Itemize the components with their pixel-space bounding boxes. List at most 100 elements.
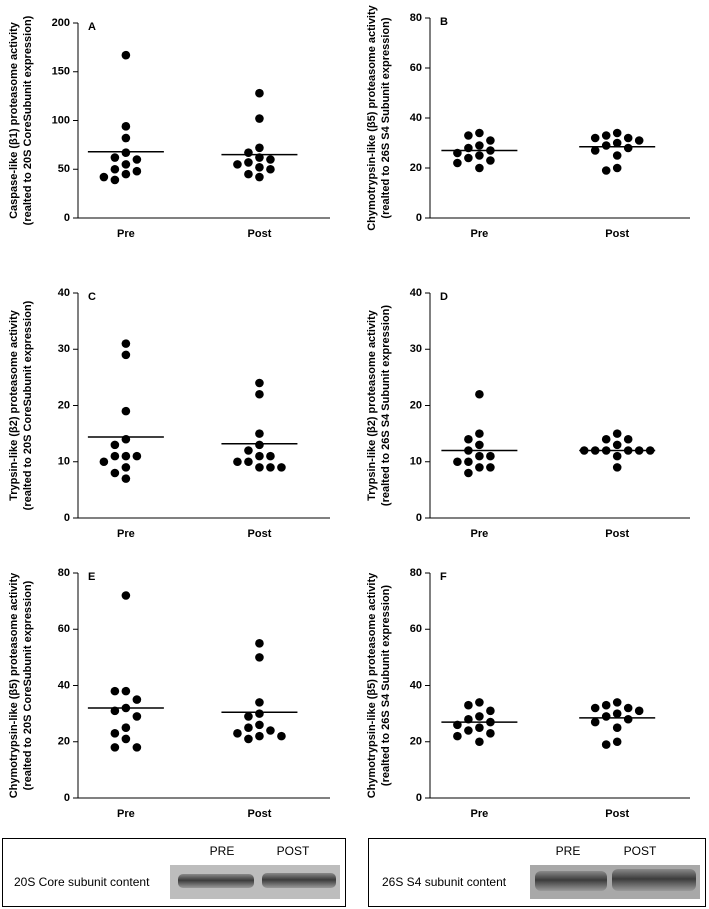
- y-axis-label: Trypsin-like (β2) proteasome activity: [366, 309, 378, 501]
- data-point: [475, 151, 484, 160]
- chart-panel: 0 50 100 150 200 A Caspase-like (β1) proteasom…: [8, 15, 330, 240]
- data-point: [453, 731, 462, 741]
- data-point: [601, 131, 611, 140]
- data-point: [99, 172, 109, 182]
- y-axis-label: Trypsin-like (β2) proteasome activity: [8, 309, 20, 501]
- data-point: [590, 703, 600, 713]
- data-point: [475, 128, 484, 138]
- data-point: [244, 712, 253, 721]
- data-point: [244, 446, 253, 455]
- y-tick-label: 150: [52, 66, 70, 78]
- data-point: [121, 50, 131, 60]
- data-point: [634, 706, 644, 716]
- data-point: [486, 156, 495, 165]
- data-point: [464, 714, 473, 724]
- chart-panel: 0 20 40 60 80 E Chymotrypsin-like (β5) proteas…: [8, 567, 330, 820]
- data-point: [612, 151, 622, 160]
- x-tick-label: Pre: [471, 228, 489, 240]
- data-point: [612, 723, 622, 732]
- data-point: [475, 429, 484, 438]
- data-point: [266, 463, 275, 472]
- data-point: [121, 463, 131, 472]
- x-tick-label: Pre: [117, 528, 135, 540]
- data-point: [590, 133, 600, 143]
- data-point: [255, 451, 264, 461]
- data-point: [132, 155, 142, 164]
- data-point: [121, 734, 131, 744]
- data-point: [244, 148, 253, 157]
- data-point: [277, 731, 286, 741]
- data-point: [255, 639, 264, 648]
- y-tick-label: 50: [58, 163, 70, 175]
- data-point: [132, 712, 142, 721]
- y-tick-label: 20: [410, 162, 422, 174]
- data-point: [110, 706, 120, 716]
- chart-panel: 0 20 40 60 80 F Chymotrypsin-like (β5) proteas…: [366, 567, 690, 820]
- data-point: [612, 737, 622, 747]
- data-point: [601, 740, 611, 749]
- data-point: [475, 698, 484, 707]
- data-point: [486, 451, 495, 461]
- data-point: [266, 164, 275, 174]
- y-tick-label: 30: [410, 343, 422, 355]
- panel-label: F: [440, 571, 447, 583]
- data-point: [601, 166, 611, 175]
- y-tick-label: 40: [58, 287, 70, 299]
- data-point: [255, 153, 264, 162]
- data-point: [623, 133, 633, 143]
- data-point: [612, 463, 622, 472]
- blot-label: 20S Core subunit content: [14, 875, 150, 889]
- data-point: [255, 389, 264, 399]
- data-point: [453, 457, 462, 467]
- data-point: [464, 434, 473, 444]
- data-point: [612, 440, 622, 450]
- data-point: [121, 591, 131, 600]
- data-point: [277, 463, 286, 472]
- y-axis-label: Chymotrypsin-like (β5) proteasome activi…: [366, 572, 378, 798]
- lane-label: PRE: [556, 844, 581, 858]
- data-point: [612, 128, 622, 138]
- data-point: [475, 163, 484, 173]
- data-point: [233, 160, 242, 169]
- lane-label: PRE: [210, 844, 235, 858]
- y-tick-label: 20: [58, 736, 70, 748]
- data-point: [486, 706, 495, 716]
- data-point: [486, 729, 495, 738]
- data-point: [601, 712, 611, 721]
- data-point: [121, 723, 131, 732]
- data-point: [590, 446, 600, 455]
- panel-label: B: [440, 16, 448, 28]
- data-point: [255, 163, 264, 172]
- data-point: [266, 451, 275, 461]
- lane-label: POST: [624, 844, 657, 858]
- data-point: [110, 440, 120, 450]
- x-tick-label: Pre: [117, 808, 135, 820]
- data-point: [121, 451, 131, 461]
- data-point: [99, 457, 109, 467]
- data-point: [601, 446, 611, 455]
- data-point: [464, 700, 473, 710]
- data-point: [255, 114, 264, 123]
- data-point: [475, 440, 484, 450]
- data-point: [601, 141, 611, 150]
- data-point: [132, 166, 142, 176]
- data-point: [612, 709, 622, 718]
- data-point: [110, 729, 120, 738]
- data-point: [464, 143, 473, 153]
- data-point: [244, 734, 253, 744]
- y-tick-label: 200: [52, 17, 70, 29]
- data-point: [121, 160, 131, 169]
- data-point: [266, 726, 275, 735]
- data-point: [475, 723, 484, 732]
- y-axis-label: Caspase-like (β1) proteasome activity: [8, 21, 20, 219]
- y-tick-label: 20: [410, 399, 422, 411]
- data-point: [464, 131, 473, 140]
- data-point: [110, 468, 120, 478]
- y-axis-label: Chymotrypsin-like (β5) proteasome activi…: [8, 572, 20, 798]
- data-point: [132, 695, 142, 704]
- data-point: [475, 737, 484, 747]
- data-point: [623, 143, 633, 153]
- data-point: [255, 429, 264, 438]
- y-axis-label: (realted to 20S CoreSubunit expression): [22, 300, 34, 510]
- data-point: [623, 446, 633, 455]
